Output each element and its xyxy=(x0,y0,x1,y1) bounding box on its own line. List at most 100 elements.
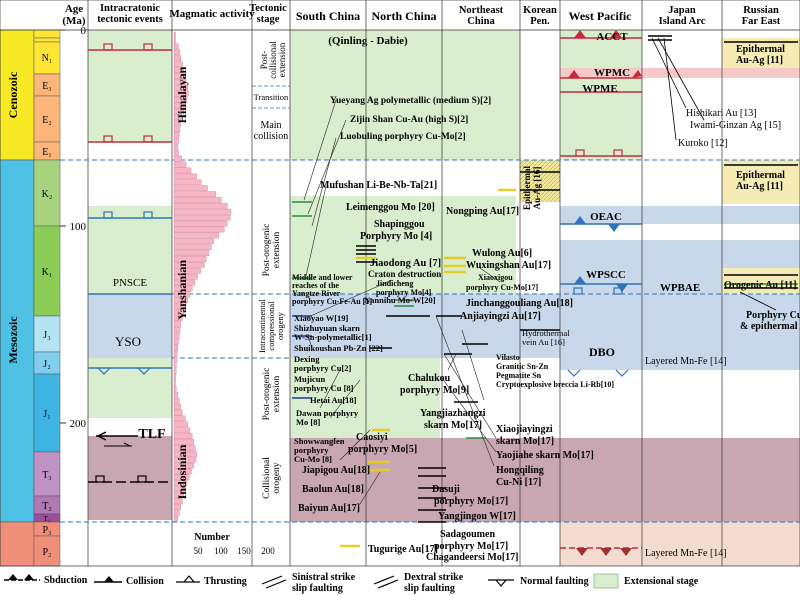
deposit-nongping: Nongping Au[17] xyxy=(446,206,519,217)
stage-main-collision: Main collision xyxy=(254,120,288,142)
period-k2-label: K₂ xyxy=(42,189,53,200)
deposit-labels: Yueyang Ag polymetallic (medium S)[2] Zi… xyxy=(292,95,614,563)
magmatic-bar xyxy=(173,226,225,233)
intracratonic-yso: YSO xyxy=(115,334,141,349)
magmatic-activity-histogram: Himalayan Yanshanian Indosinian Number 5… xyxy=(173,31,275,556)
russian-epithermal-band-2 xyxy=(722,160,800,204)
pacific-wpscc: WPSCC xyxy=(586,269,626,281)
header-tectonic-stage: Tectonic stage xyxy=(249,3,287,25)
deposit-leader-lines xyxy=(303,99,501,505)
header-korean: Korean Pen. xyxy=(523,5,557,27)
magmatic-bar xyxy=(173,362,177,369)
magmatic-bar xyxy=(173,368,177,375)
magmatic-bar xyxy=(173,409,183,416)
magmatic-bar xyxy=(173,250,210,256)
band-china-j1 xyxy=(290,358,440,438)
deposit-shapinggou: Shapinggou Porphyry Mo [4] xyxy=(360,219,432,242)
magmatic-bar xyxy=(173,185,208,191)
deposit-nannihu: Nannihu Mo-W[20] xyxy=(364,295,436,305)
magmatic-bar xyxy=(173,102,186,109)
legend-dextral: Dextral strike slip faulting xyxy=(373,572,464,594)
deposit-tugurige: Tugurige Au[17] xyxy=(368,544,438,555)
band-east-permian xyxy=(560,522,800,566)
deposit-chagandeersi: Chagandeersi Mo[17] xyxy=(426,552,519,563)
magmatic-bar xyxy=(173,138,179,144)
deposit-luobuling: Luobuling porphyry Cu-Mo[2] xyxy=(340,132,466,142)
magmatic-bar xyxy=(173,338,179,345)
magmatic-bar xyxy=(173,220,228,227)
magmatic-bar xyxy=(173,374,177,380)
deposit-yueyang: Yueyang Ag polymetallic (medium S)[2] xyxy=(330,95,491,106)
magmatic-bar xyxy=(173,173,197,180)
period-p3-label: P₃ xyxy=(42,525,51,536)
west-pacific-events: ACCT WPMC WPME OEAC WPSCC WPBAE DBO Laye… xyxy=(560,30,800,559)
pacific-oeac: OEAC xyxy=(590,211,622,223)
korea-hydrothermal: Hydrothermal vein Au [16] xyxy=(522,328,570,347)
pacific-layered-mnfe-2: Layered Mn-Fe [14] xyxy=(645,548,727,559)
japan-pink-band xyxy=(642,68,800,78)
magmatic-bar xyxy=(173,214,231,221)
deposit-jiapigou: Jiapigou Au[18] xyxy=(302,465,370,476)
deposit-dasuji: Dasuji porphyry Mo[17] xyxy=(432,484,508,507)
period-e2-cell xyxy=(33,95,61,143)
era-mesozoic-label: Mesozoic xyxy=(6,316,20,364)
deposit-mujicun: Mujicun porphyry Cu [8] xyxy=(294,374,354,393)
legend-collision: Collision xyxy=(94,576,164,587)
deposit-jinchanggouliang: Jinchanggouliang Au[18] xyxy=(466,298,573,309)
magmatic-bar xyxy=(173,37,176,44)
magmatic-bar xyxy=(173,445,196,451)
period-e2-label: E₂ xyxy=(42,115,52,126)
deposit-vilasto: Vilasto Granitic Sn-Zn Pegmatite Sn Cryptoe… xyxy=(496,353,614,389)
magmatic-bar xyxy=(173,67,184,73)
magmatic-bar xyxy=(173,244,212,251)
magmatic-bars xyxy=(173,31,232,522)
deposit-xiaoxigou: Xiaoxigou porphyry Cu-Mo[17] xyxy=(466,273,539,292)
header-south-china: South China xyxy=(296,9,360,23)
period-k2-cell xyxy=(33,159,61,227)
magmatic-axis-title: Number xyxy=(194,532,230,543)
wpmc-pink-band xyxy=(560,68,642,78)
magmatic-bar xyxy=(173,31,176,38)
deposit-showwangfen: Showwangfen porphyry Cu-Mo [8] xyxy=(294,436,345,464)
period-p2-label: P₂ xyxy=(42,547,51,558)
band-east-oeac xyxy=(642,206,800,224)
magmatic-bar xyxy=(173,397,180,404)
deposit-yangjingou: Yangjingou W[17] xyxy=(438,511,516,522)
magmatic-bar xyxy=(173,49,180,56)
japan-hishikari: Hishikari Au [13] xyxy=(686,108,757,119)
deposit-shuikoushan: Shuikoushan Pb-Zn [22] xyxy=(294,343,383,353)
magmatic-bar xyxy=(173,421,188,428)
legend-normal-label: Normal faulting xyxy=(520,576,589,587)
period-t1-label: T₁ xyxy=(44,515,51,523)
legend-sinistral: Sinistral strike slip faulting xyxy=(261,572,356,594)
magmatic-tick-50: 50 xyxy=(194,546,204,556)
header-north-china: North China xyxy=(371,9,436,23)
magmatic-bar xyxy=(173,504,182,510)
magmatic-bar xyxy=(173,191,216,197)
magmatic-bar xyxy=(173,262,205,268)
period-j3-cell xyxy=(33,315,61,353)
deposit-yaojiahe: Yaojiahe skarn Mo[17] xyxy=(496,450,594,461)
period-p2-cell xyxy=(33,535,61,567)
band-pacific-cenozoic xyxy=(560,30,642,160)
header-northeast-china: Northeast China xyxy=(459,5,504,27)
magmatic-bar xyxy=(173,439,194,445)
deposit-xiaojiayingzi: Xiaojiayingzi skarn Mo[17] xyxy=(496,424,554,447)
korean-peninsula-column: EpithermalAu-Ag [16] Hydrothermal vein Au… xyxy=(520,166,570,347)
magmatic-bar xyxy=(173,380,176,386)
magmatic-bar xyxy=(173,43,179,50)
magmatic-bar xyxy=(173,126,181,132)
period-t3-cell xyxy=(33,451,61,497)
deposit-sadagoumen: Sadagoumen porphyry Mo[17] xyxy=(434,529,508,552)
deposit-wuxingshan: Wuxingshan Au[17] xyxy=(466,260,551,271)
japan-kuroko: Kuroko [12] xyxy=(678,138,728,149)
geologic-time-scale: Cenozoic Mesozoic N₁ E₃ E₂ E₁ K₂ K₁ J₃ J… xyxy=(0,25,87,567)
pacific-wpmc: WPMC xyxy=(594,67,630,79)
magmatic-tick-200: 200 xyxy=(261,546,275,556)
magmatic-bar xyxy=(173,79,187,85)
deposit-dawan: Dawan porphyry Mo [8] xyxy=(296,408,359,427)
magmatic-bar xyxy=(173,456,197,463)
header-russian: Russian Far East xyxy=(742,5,781,27)
legend-thrusting: Thrusting xyxy=(176,575,247,587)
magmatic-bar xyxy=(173,415,186,422)
